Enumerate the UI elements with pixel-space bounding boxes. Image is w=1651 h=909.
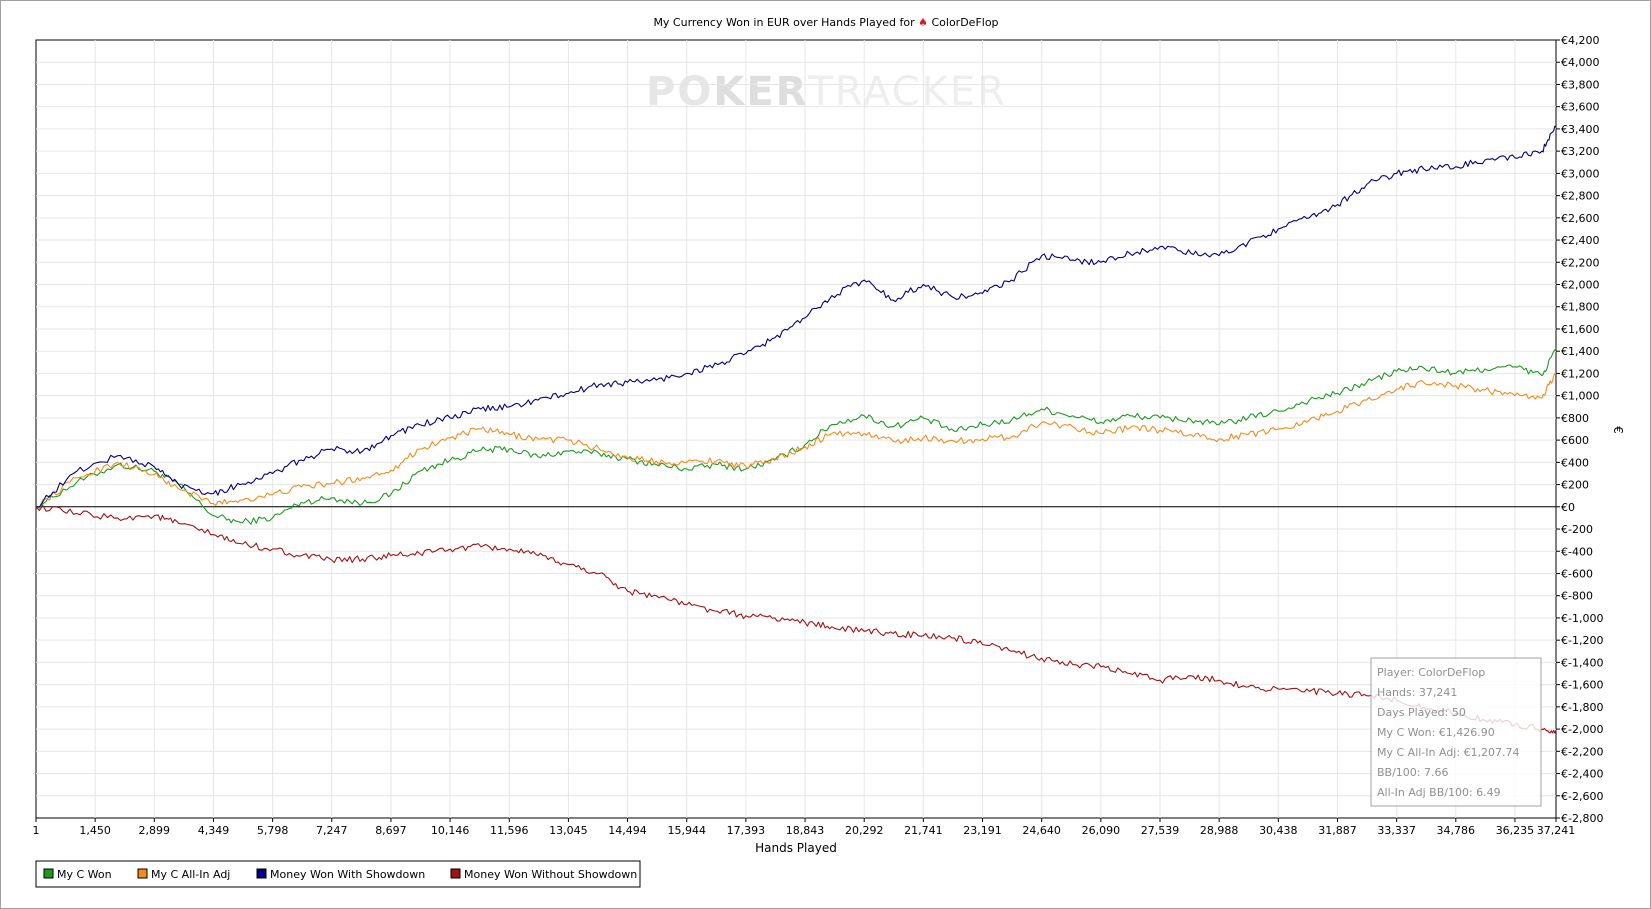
legend-swatch — [256, 868, 267, 879]
x-axis-title: Hands Played — [755, 841, 837, 855]
y-tick-label: €1,600 — [1561, 323, 1600, 336]
y-tick-label: €1,000 — [1561, 390, 1600, 403]
y-tick-label: €400 — [1561, 456, 1589, 469]
y-tick-label: €-2,000 — [1561, 723, 1603, 736]
x-tick-label: 37,241 — [1537, 824, 1576, 837]
legend-label: Money Won With Showdown — [270, 868, 425, 881]
y-tick-label: €2,000 — [1561, 279, 1600, 292]
x-tick-label: 36,235 — [1496, 824, 1535, 837]
series-lines — [35, 125, 1557, 734]
x-tick-label: 10,146 — [431, 824, 470, 837]
y-tick-label: €600 — [1561, 434, 1589, 447]
y-tick-label: €3,200 — [1561, 145, 1600, 158]
x-tick-label: 33,337 — [1377, 824, 1416, 837]
stats-tooltip-box — [1370, 657, 1542, 807]
y-tick-label: €-1,600 — [1561, 679, 1603, 692]
y-tick-label: €-200 — [1561, 523, 1593, 536]
watermark: POKERTRACKER — [646, 69, 1007, 115]
y-tick-label: €3,600 — [1561, 101, 1600, 114]
chart-title-main: My Currency Won in EUR over Hands Played… — [653, 16, 918, 29]
x-tick-label: 18,843 — [786, 824, 825, 837]
legend-label: My C All-In Adj — [151, 868, 230, 881]
legend-box — [35, 860, 641, 888]
plot-area — [35, 39, 1557, 819]
x-tick-label: 31,887 — [1318, 824, 1357, 837]
legend-label: My C Won — [57, 868, 112, 881]
y-tick-label: €2,600 — [1561, 212, 1600, 225]
x-tick-label: 1 — [33, 824, 40, 837]
x-tick-label: 4,349 — [198, 824, 230, 837]
y-tick-label: €3,800 — [1561, 78, 1600, 91]
series-line — [35, 504, 1557, 734]
x-tick-label: 28,988 — [1200, 824, 1239, 837]
legend-swatch — [137, 868, 148, 879]
y-tick-label: €-1,200 — [1561, 634, 1603, 647]
y-tick-label: €2,400 — [1561, 234, 1600, 247]
x-tick-label: 8,697 — [375, 824, 407, 837]
legend-swatch — [450, 868, 461, 879]
y-tick-label: €-2,400 — [1561, 768, 1603, 781]
y-tick-label: €-400 — [1561, 545, 1593, 558]
y-tick-label: €-600 — [1561, 567, 1593, 580]
x-tick-label: 5,798 — [257, 824, 289, 837]
y-tick-label: €200 — [1561, 479, 1589, 492]
y-tick-label: €-1,000 — [1561, 612, 1603, 625]
x-tick-label: 20,292 — [845, 824, 884, 837]
x-tick-label: 17,393 — [727, 824, 766, 837]
series-line — [35, 125, 1557, 508]
series-line — [35, 347, 1557, 525]
x-tick-label: 23,191 — [963, 824, 1002, 837]
y-tick-label: €-800 — [1561, 590, 1593, 603]
x-tick-label: 7,247 — [316, 824, 348, 837]
y-tick-label: €2,800 — [1561, 190, 1600, 203]
x-tick-label: 30,438 — [1259, 824, 1298, 837]
y-tick-label: €2,200 — [1561, 256, 1600, 269]
series-line — [35, 372, 1557, 509]
x-tick-label: 26,090 — [1082, 824, 1121, 837]
x-tick-label: 1,450 — [79, 824, 111, 837]
y-tick-label: €-1,800 — [1561, 701, 1603, 714]
y-tick-label: €4,000 — [1561, 56, 1600, 69]
y-tick-label: €800 — [1561, 412, 1589, 425]
legend: My C Won My C All-In Adj Money Won With Sh… — [35, 860, 641, 888]
stats-line: My C All-In Adj: €1,207.74 — [1377, 746, 1520, 759]
x-tick-label: 34,786 — [1437, 824, 1476, 837]
x-tick-label: 14,494 — [608, 824, 647, 837]
y-tick-label: €1,200 — [1561, 367, 1600, 380]
x-tick-label: 11,596 — [490, 824, 529, 837]
y-tick-label: €-2,600 — [1561, 790, 1603, 803]
y-tick-label: €0 — [1561, 501, 1575, 514]
axes: €4,200 €4,000 €3,800 €3,600 €3,400 €3,200 €3,0… — [33, 34, 1604, 837]
y-tick-label: €1,400 — [1561, 345, 1600, 358]
y-tick-label: €-2,800 — [1561, 812, 1603, 825]
legend-swatch — [43, 868, 54, 879]
watermark-text: POKERTRACKER — [646, 69, 1007, 115]
stats-line: Player: ColorDeFlop — [1377, 666, 1485, 679]
y-tick-label: €1,800 — [1561, 301, 1600, 314]
x-tick-label: 15,944 — [667, 824, 706, 837]
spade-icon: ♠ — [918, 16, 931, 29]
x-tick-label: 27,539 — [1141, 824, 1180, 837]
stats-line: Days Played: 50 — [1377, 706, 1466, 719]
y-tick-label: €-2,200 — [1561, 745, 1603, 758]
stats-line: All-In Adj BB/100: 6.49 — [1377, 786, 1501, 799]
x-tick-label: 2,899 — [139, 824, 171, 837]
y-tick-label: €4,200 — [1561, 34, 1600, 47]
x-tick-label: 21,741 — [904, 824, 943, 837]
y-tick-label: €3,000 — [1561, 167, 1600, 180]
y-tick-label: €-1,400 — [1561, 656, 1603, 669]
y-tick-label: €3,400 — [1561, 123, 1600, 136]
y-axis-title: € — [1611, 426, 1625, 434]
stats-line: BB/100: 7.66 — [1377, 766, 1449, 779]
stats-line: My C Won: €1,426.90 — [1377, 726, 1495, 739]
chart-title: My Currency Won in EUR over Hands Played… — [653, 16, 998, 29]
stats-line: Hands: 37,241 — [1377, 686, 1457, 699]
chart-title-group: My Currency Won in EUR over Hands Played… — [653, 16, 998, 29]
legend-label: Money Won Without Showdown — [464, 868, 637, 881]
x-tick-label: 24,640 — [1022, 824, 1061, 837]
chart-title-player: ColorDeFlop — [931, 16, 998, 29]
x-tick-label: 13,045 — [549, 824, 588, 837]
stats-tooltip: Player: ColorDeFlop Hands: 37,241 Days Pla… — [1370, 657, 1542, 807]
